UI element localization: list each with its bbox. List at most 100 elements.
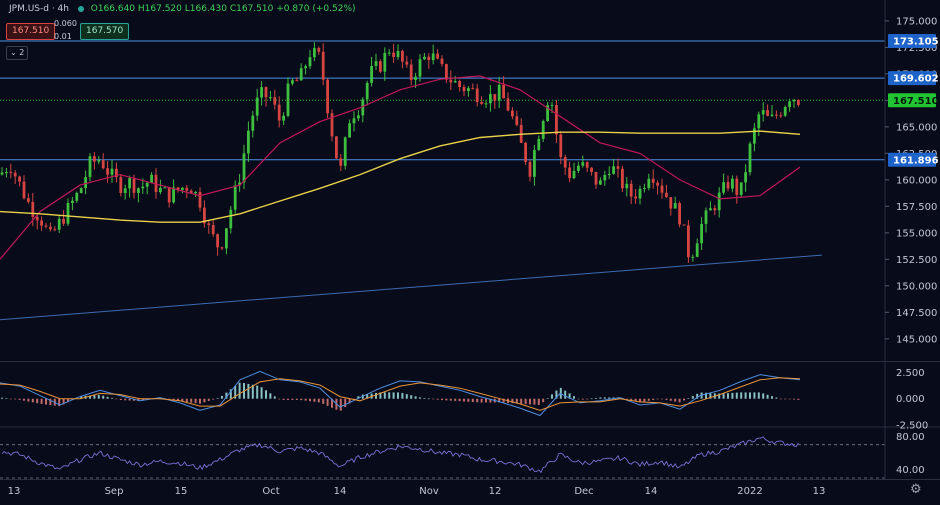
macd-histogram-bar bbox=[691, 396, 694, 399]
buy-button[interactable]: 167.570 bbox=[80, 23, 130, 40]
macd-histogram-bar bbox=[225, 392, 228, 399]
candle-body bbox=[726, 182, 730, 189]
macd-histogram-bar bbox=[199, 398, 201, 404]
candle bbox=[203, 200, 206, 228]
candle-body bbox=[431, 53, 435, 61]
candle-body bbox=[634, 196, 637, 199]
candle bbox=[282, 112, 285, 126]
candle bbox=[607, 166, 611, 180]
candle bbox=[722, 173, 725, 195]
macd-histogram-bar bbox=[419, 397, 421, 399]
candle bbox=[295, 77, 299, 82]
macd-histogram-bar bbox=[172, 398, 175, 401]
candle-body bbox=[286, 83, 290, 116]
candle-body bbox=[691, 256, 695, 258]
candle-body bbox=[629, 183, 633, 197]
settings-gear-icon[interactable]: ⚙ bbox=[910, 482, 922, 497]
candle bbox=[471, 83, 475, 90]
macd-histogram-bar bbox=[397, 392, 399, 399]
oscillator-tick-label: 40.00 bbox=[896, 465, 925, 476]
symbol-label[interactable]: JPM.US-d · 4h bbox=[9, 4, 69, 14]
candle bbox=[766, 104, 769, 117]
candle bbox=[405, 55, 409, 68]
macd-histogram-bar bbox=[344, 398, 347, 408]
candle bbox=[682, 224, 686, 226]
candle-body bbox=[462, 86, 466, 92]
candle bbox=[181, 187, 184, 194]
macd-histogram-bar bbox=[788, 398, 791, 400]
macd-histogram-bar bbox=[753, 392, 756, 399]
macd-histogram-bar bbox=[766, 394, 769, 399]
macd-histogram-bar bbox=[511, 398, 514, 404]
price-level-tag[interactable]: 169.602 bbox=[888, 71, 939, 86]
candle bbox=[621, 165, 624, 192]
candle-body bbox=[612, 166, 615, 174]
candle-body bbox=[185, 187, 189, 191]
price-level-tag[interactable]: 173.105 bbox=[888, 33, 939, 48]
candle-body bbox=[418, 59, 422, 77]
candle-body bbox=[722, 182, 725, 193]
macd-histogram-bar bbox=[309, 398, 311, 402]
candle-body bbox=[621, 168, 624, 189]
candle-body bbox=[330, 113, 334, 137]
candle-body bbox=[0, 172, 4, 175]
macd-histogram-bar bbox=[612, 397, 615, 399]
candle-body bbox=[546, 105, 549, 122]
indicators-count: 2 bbox=[19, 48, 25, 57]
candle-body bbox=[251, 115, 255, 131]
candle-body bbox=[493, 94, 497, 101]
macd-histogram-bar bbox=[630, 398, 633, 401]
candle bbox=[541, 119, 545, 143]
indicators-toggle[interactable]: ⌄ 2 bbox=[6, 46, 29, 60]
price-level-tag[interactable]: 161.896 bbox=[888, 152, 939, 167]
macd-histogram-bar bbox=[317, 398, 320, 403]
candle bbox=[783, 105, 787, 118]
candle bbox=[370, 56, 373, 87]
candle bbox=[216, 233, 219, 256]
candle-body bbox=[79, 188, 83, 193]
candle-body bbox=[625, 183, 629, 189]
macd-histogram-bar bbox=[216, 398, 219, 399]
candle-body bbox=[370, 65, 373, 83]
macd-histogram-bar bbox=[383, 392, 386, 399]
candle-body bbox=[643, 188, 646, 190]
candle bbox=[339, 153, 343, 172]
y-tick-label: 155.000 bbox=[896, 228, 937, 239]
candle bbox=[361, 97, 365, 123]
candle-body bbox=[541, 121, 545, 139]
macd-histogram-bar bbox=[388, 392, 391, 399]
macd-histogram-bar bbox=[5, 398, 8, 399]
candle bbox=[546, 102, 549, 123]
price-tag-label: 161.896 bbox=[893, 155, 939, 166]
macd-histogram-bar bbox=[49, 398, 52, 406]
candle bbox=[189, 189, 193, 194]
candle bbox=[106, 160, 109, 183]
candle bbox=[71, 196, 74, 211]
candle-body bbox=[326, 79, 329, 114]
macd-histogram-bar bbox=[331, 398, 333, 408]
candle-body bbox=[115, 168, 118, 178]
lot-size-upper: 0.060 bbox=[54, 19, 77, 28]
macd-tick-label: 0.000 bbox=[896, 394, 925, 405]
candle-body bbox=[594, 171, 598, 185]
candle bbox=[247, 121, 250, 162]
candle-body bbox=[97, 160, 101, 162]
candle-body bbox=[255, 97, 259, 116]
macd-histogram-bar bbox=[326, 398, 329, 406]
candle-body bbox=[269, 97, 272, 99]
sell-button[interactable]: 167.510 bbox=[6, 23, 56, 40]
candle-body bbox=[159, 187, 162, 193]
candle-body bbox=[225, 228, 228, 249]
candle-body bbox=[788, 101, 791, 108]
candle bbox=[233, 180, 237, 214]
candle bbox=[761, 102, 765, 122]
macd-histogram-bar bbox=[62, 398, 65, 405]
lot-size-input[interactable]: 0.01 bbox=[54, 32, 72, 41]
macd-histogram-bar bbox=[115, 398, 118, 400]
candle-body bbox=[489, 94, 492, 104]
candle bbox=[269, 91, 272, 102]
candle bbox=[792, 98, 796, 108]
price-level-tag[interactable]: 167.510 bbox=[888, 93, 939, 108]
candle-body bbox=[453, 81, 457, 83]
